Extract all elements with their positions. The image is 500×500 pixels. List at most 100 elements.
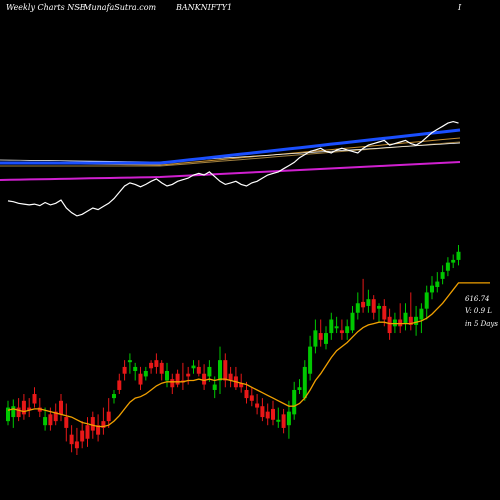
candle-body xyxy=(37,407,42,412)
candle-body xyxy=(361,301,366,308)
candle-body xyxy=(255,403,260,408)
candle-body xyxy=(366,299,371,306)
candle-body xyxy=(318,333,323,340)
candle-body xyxy=(27,407,32,411)
candle-body xyxy=(392,319,397,327)
candle-body xyxy=(435,281,440,287)
candle-body xyxy=(403,312,408,324)
candle-body xyxy=(127,360,132,363)
candle-body xyxy=(440,272,445,279)
candle-body xyxy=(64,417,69,428)
candle-body xyxy=(377,305,381,309)
candle-body xyxy=(244,389,249,399)
ma-slow-line xyxy=(0,161,461,181)
candle-body xyxy=(302,366,307,399)
candle-body xyxy=(456,251,461,260)
candle-body xyxy=(96,425,101,435)
candle-body xyxy=(260,406,265,418)
candle-body xyxy=(117,380,122,390)
candlesticks xyxy=(6,245,461,455)
site-label: - MunafaSutra.com xyxy=(78,3,157,12)
candle-body xyxy=(170,379,175,388)
candle-body xyxy=(74,441,79,449)
candle-body xyxy=(281,414,286,428)
candle-body xyxy=(6,407,10,422)
candle-body xyxy=(85,425,90,439)
candle-body xyxy=(382,305,387,320)
ema-polyline xyxy=(7,282,490,428)
candle-body xyxy=(16,407,21,418)
candle-body xyxy=(419,308,424,320)
candle-body xyxy=(32,394,37,404)
candle-body xyxy=(11,406,16,418)
candle-body xyxy=(43,417,48,426)
candle-body xyxy=(59,400,63,415)
candle-body xyxy=(101,421,106,428)
days-label: in 5 Days xyxy=(465,320,498,328)
candle-body xyxy=(371,299,376,313)
candle-body xyxy=(69,434,74,445)
candle-body xyxy=(80,430,85,442)
candle-body xyxy=(212,384,217,390)
candle-body xyxy=(165,371,169,381)
rsi-polyline xyxy=(7,120,459,217)
candle-body xyxy=(424,292,429,309)
candle-body xyxy=(186,373,191,377)
candle-body xyxy=(228,373,233,381)
candle-body xyxy=(408,316,413,325)
candle-body xyxy=(202,373,207,385)
candle-body xyxy=(191,365,196,369)
ma-fast-line xyxy=(0,128,461,165)
candle-body xyxy=(286,411,291,426)
candle-body xyxy=(239,383,244,388)
candle-body xyxy=(430,285,434,293)
candle-body xyxy=(271,408,275,420)
moving-averages xyxy=(0,128,461,181)
candle-body xyxy=(292,389,297,415)
header-marker: I xyxy=(458,3,462,12)
candle-body xyxy=(196,366,201,374)
candle-body xyxy=(329,319,334,334)
candle-body xyxy=(350,312,355,331)
candle-body xyxy=(313,330,318,347)
candle-body xyxy=(445,262,450,271)
volume-label: V: 0.9 L xyxy=(465,307,492,315)
candle-body xyxy=(276,419,281,422)
candle-body xyxy=(451,259,456,263)
candle-body xyxy=(138,373,143,385)
candle-body xyxy=(297,387,302,390)
candle-body xyxy=(249,395,254,401)
chart-source-label: Weekly Charts NSE xyxy=(6,3,86,12)
candle-body xyxy=(207,366,212,377)
candle-body xyxy=(90,417,95,431)
candle-body xyxy=(265,411,270,419)
candle-body xyxy=(21,400,26,415)
candle-body xyxy=(53,411,58,422)
rsi-line xyxy=(7,120,459,217)
candle-body xyxy=(345,326,350,334)
candle-body xyxy=(106,411,111,422)
ma-band-3 xyxy=(0,142,461,163)
candle-body xyxy=(112,394,116,399)
candle-body xyxy=(339,330,344,334)
candle-body xyxy=(149,362,154,369)
candle-body xyxy=(218,360,222,381)
candle-body xyxy=(175,373,180,385)
ema-line xyxy=(7,282,490,428)
candle-body xyxy=(334,326,339,329)
candle-body xyxy=(223,360,228,381)
candle-body xyxy=(355,303,360,313)
price-label: 616.74 xyxy=(465,295,490,303)
candle-body xyxy=(324,333,328,344)
candle-body xyxy=(154,360,159,367)
candle-body xyxy=(133,366,138,371)
candle-body xyxy=(48,414,53,426)
candle-body xyxy=(143,371,148,377)
candle-body xyxy=(308,346,313,374)
candle-body xyxy=(122,366,127,374)
symbol-label: BANKNIFTY1 xyxy=(176,3,233,12)
candle-body xyxy=(398,319,403,327)
candle-body xyxy=(387,316,392,334)
candle-body xyxy=(159,362,164,374)
